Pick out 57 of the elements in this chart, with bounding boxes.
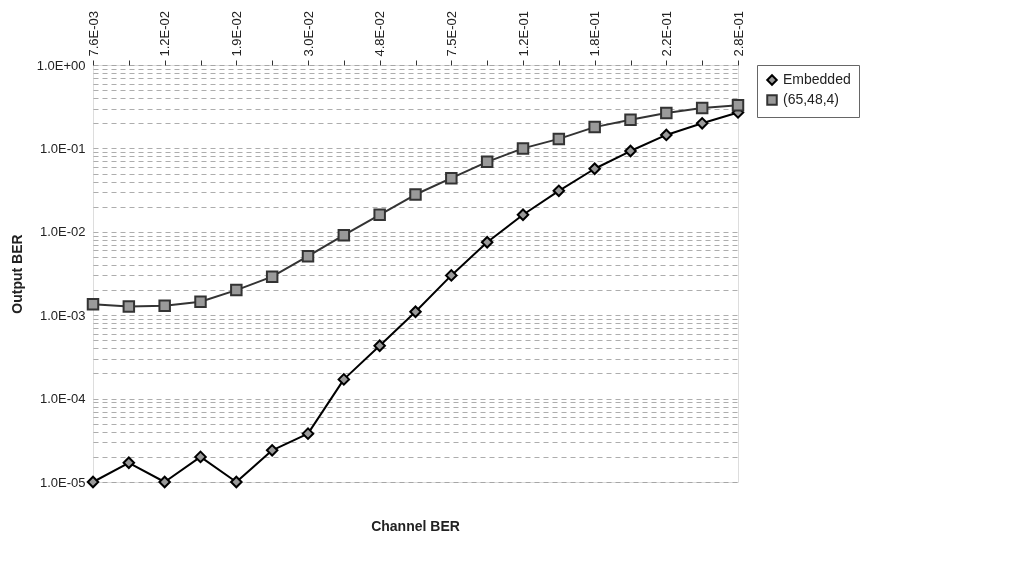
- point: [588, 120, 601, 134]
- point: [624, 113, 637, 127]
- point: [409, 305, 422, 318]
- point: [86, 298, 100, 311]
- point: [624, 144, 637, 158]
- point: [265, 270, 279, 283]
- point: [301, 427, 315, 440]
- point: [337, 228, 351, 242]
- x-tick-label: 2.8E-01: [730, 10, 746, 57]
- legend-label: Embedded: [783, 71, 851, 87]
- x-tick-label: 1.2E-01: [515, 10, 531, 57]
- point: [731, 98, 745, 112]
- point: [660, 106, 673, 120]
- point: [301, 249, 315, 263]
- point: [122, 456, 136, 470]
- point: [265, 444, 279, 457]
- y-tick-label: 1.0E-03: [39, 307, 86, 323]
- x-tick-label: 3.0E-02: [300, 10, 316, 57]
- point: [86, 475, 100, 489]
- point: [552, 184, 566, 198]
- point: [373, 208, 386, 222]
- point: [480, 155, 494, 169]
- x-tick-label: 7.6E-03: [85, 10, 101, 57]
- y-tick-label: 1.0E+00: [36, 57, 86, 73]
- point: [230, 475, 243, 489]
- x-tick-label: 1.8E-01: [587, 10, 603, 57]
- point: [480, 235, 494, 249]
- point: [194, 450, 207, 464]
- x-tick-label: 1.9E-02: [228, 10, 244, 57]
- y-tick-label: 1.0E-01: [39, 140, 86, 156]
- y-tick-label: 1.0E-02: [39, 224, 86, 240]
- y-tick-label: 1.0E-05: [39, 474, 86, 490]
- point: [158, 475, 171, 489]
- y-tick-label: 1.0E-04: [39, 391, 86, 407]
- point: [445, 269, 458, 282]
- point: [122, 300, 136, 313]
- point: [552, 132, 566, 146]
- point: [695, 117, 709, 130]
- x-tick-label: 7.5E-02: [443, 10, 459, 57]
- x-axis-title: Channel BER: [371, 518, 460, 534]
- x-tick-label: 2.2E-01: [658, 10, 674, 57]
- point: [660, 128, 673, 142]
- point: [230, 283, 243, 297]
- y-axis-title: Output BER: [8, 234, 25, 314]
- point: [516, 142, 530, 155]
- point: [695, 101, 709, 115]
- point: [373, 339, 386, 353]
- legend-label: (65,48,4): [783, 91, 840, 107]
- point: [409, 188, 422, 201]
- point: [588, 162, 601, 175]
- x-tick-label: 4.8E-02: [372, 10, 388, 57]
- point: [516, 208, 530, 222]
- point: [194, 295, 207, 308]
- point: [337, 373, 351, 386]
- x-tick-label: 1.2E-02: [157, 10, 173, 57]
- point: [158, 299, 171, 312]
- point: [445, 171, 458, 185]
